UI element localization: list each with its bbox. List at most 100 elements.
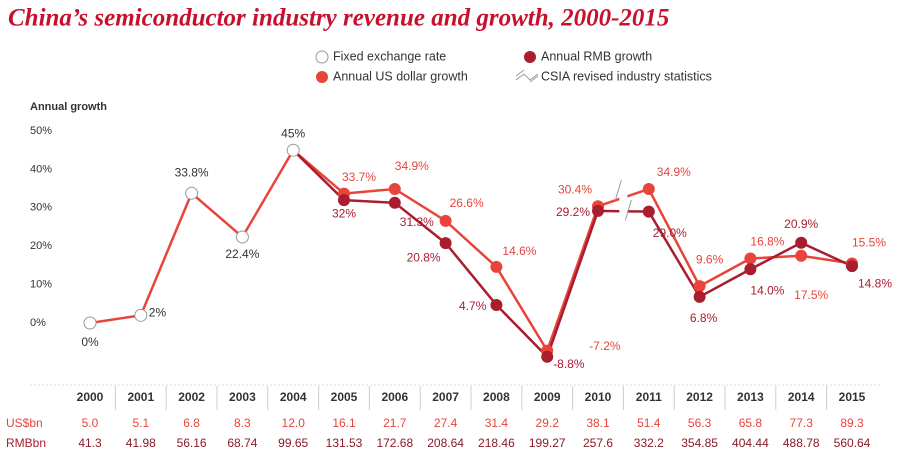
table-cell: 332.2 bbox=[634, 436, 664, 450]
table-cell: 56.16 bbox=[177, 436, 207, 450]
data-label: 29.2% bbox=[556, 205, 590, 219]
data-label: 6.8% bbox=[690, 311, 718, 325]
x-tick-label: 2002 bbox=[178, 390, 205, 404]
data-label: 4.7% bbox=[459, 299, 487, 313]
data-label: 20.9% bbox=[784, 217, 818, 231]
data-point bbox=[185, 186, 199, 200]
data-point bbox=[134, 308, 148, 322]
data-point bbox=[744, 263, 757, 276]
x-tick-label: 2008 bbox=[483, 390, 510, 404]
chart-title: China’s semiconductor industry revenue a… bbox=[8, 5, 669, 32]
table-cell: 99.65 bbox=[278, 436, 308, 450]
x-tick-label: 2011 bbox=[636, 390, 662, 404]
legend-label: CSIA revised industry statistics bbox=[541, 69, 712, 83]
legend-marker bbox=[315, 50, 329, 64]
x-tick-label: 2014 bbox=[788, 390, 815, 404]
data-label: 33.7% bbox=[342, 170, 376, 184]
table-cell: 27.4 bbox=[434, 416, 458, 430]
table-row-label: US$bn bbox=[6, 416, 43, 430]
table-cell: 354.85 bbox=[681, 436, 718, 450]
data-label: 16.8% bbox=[750, 235, 784, 249]
table-cell: 5.1 bbox=[132, 416, 149, 430]
table-cell: 65.8 bbox=[739, 416, 763, 430]
y-axis-label: Annual growth bbox=[30, 101, 107, 113]
data-label: 30.4% bbox=[558, 182, 592, 196]
y-tick-label: 0% bbox=[30, 317, 46, 329]
table-cell: 560.64 bbox=[834, 436, 871, 450]
data-point bbox=[693, 280, 706, 293]
table-cell: 77.3 bbox=[790, 416, 814, 430]
data-point bbox=[846, 260, 858, 273]
data-label: 15.5% bbox=[852, 236, 886, 250]
x-tick-label: 2012 bbox=[686, 390, 713, 404]
data-label: 34.9% bbox=[395, 159, 429, 173]
table-cell: 16.1 bbox=[332, 416, 356, 430]
data-point bbox=[795, 249, 808, 262]
data-point bbox=[642, 205, 655, 218]
y-tick-label: 20% bbox=[30, 240, 52, 252]
table-cell: 404.44 bbox=[732, 436, 769, 450]
data-point bbox=[388, 182, 401, 195]
data-label: 14.0% bbox=[750, 283, 784, 297]
data-point bbox=[388, 196, 401, 209]
table-cell: 6.8 bbox=[183, 416, 200, 430]
x-tick-label: 2007 bbox=[432, 390, 459, 404]
table-cell: 41.3 bbox=[78, 436, 102, 450]
data-point bbox=[490, 298, 503, 311]
data-point bbox=[439, 237, 452, 250]
data-label: 2% bbox=[149, 305, 167, 319]
data-point bbox=[693, 290, 706, 303]
data-label: 0% bbox=[81, 335, 99, 349]
table-cell: 38.1 bbox=[586, 416, 610, 430]
data-point bbox=[490, 260, 503, 273]
data-label: 34.9% bbox=[657, 165, 691, 179]
x-tick-label: 2013 bbox=[737, 390, 764, 404]
data-label: 22.4% bbox=[225, 247, 259, 261]
table-cell: 21.7 bbox=[383, 416, 407, 430]
data-label: 33.8% bbox=[175, 165, 209, 179]
break-mark bbox=[614, 179, 632, 221]
break-gap bbox=[619, 170, 628, 230]
data-point bbox=[744, 252, 757, 265]
data-point bbox=[338, 194, 350, 207]
table-cell: 199.27 bbox=[529, 436, 566, 450]
legend-label: Fixed exchange rate bbox=[333, 49, 446, 63]
data-label: 20.8% bbox=[407, 250, 441, 264]
x-tick-label: 2009 bbox=[534, 390, 561, 404]
data-point bbox=[795, 236, 808, 249]
y-tick-label: 30% bbox=[30, 202, 52, 214]
table-cell: 31.4 bbox=[485, 416, 509, 430]
table-cell: 29.2 bbox=[536, 416, 560, 430]
table-cell: 41.98 bbox=[126, 436, 156, 450]
data-point bbox=[541, 350, 554, 363]
data-label: 29.0% bbox=[653, 226, 687, 240]
data-point bbox=[286, 143, 300, 157]
table-cell: 208.64 bbox=[427, 436, 464, 450]
data-label: 17.5% bbox=[794, 288, 828, 302]
legend-marker bbox=[316, 71, 328, 83]
data-label: 32% bbox=[332, 206, 356, 220]
table-cell: 218.46 bbox=[478, 436, 515, 450]
table-cell: 5.0 bbox=[82, 416, 99, 430]
table-cell: 56.3 bbox=[688, 416, 712, 430]
table-cell: 488.78 bbox=[783, 436, 820, 450]
legend-break-mark bbox=[515, 69, 539, 83]
legend-label: Annual RMB growth bbox=[541, 49, 652, 63]
data-label: -8.8% bbox=[553, 357, 585, 371]
data-point bbox=[592, 204, 604, 217]
y-tick-label: 40% bbox=[30, 163, 52, 175]
series-connector bbox=[292, 149, 345, 202]
data-label: 45% bbox=[281, 126, 305, 140]
data-label: -7.2% bbox=[589, 339, 621, 353]
y-tick-label: 50% bbox=[30, 125, 52, 137]
data-label: 9.6% bbox=[696, 252, 724, 266]
x-tick-label: 2001 bbox=[127, 390, 154, 404]
x-tick-label: 2000 bbox=[77, 390, 104, 404]
legend-marker bbox=[524, 51, 536, 63]
table-cell: 8.3 bbox=[234, 416, 251, 430]
x-tick-label: 2005 bbox=[331, 390, 358, 404]
x-tick-label: 2003 bbox=[229, 390, 256, 404]
data-point bbox=[235, 230, 249, 244]
x-tick-label: 2010 bbox=[585, 390, 612, 404]
table-cell: 51.4 bbox=[637, 416, 661, 430]
